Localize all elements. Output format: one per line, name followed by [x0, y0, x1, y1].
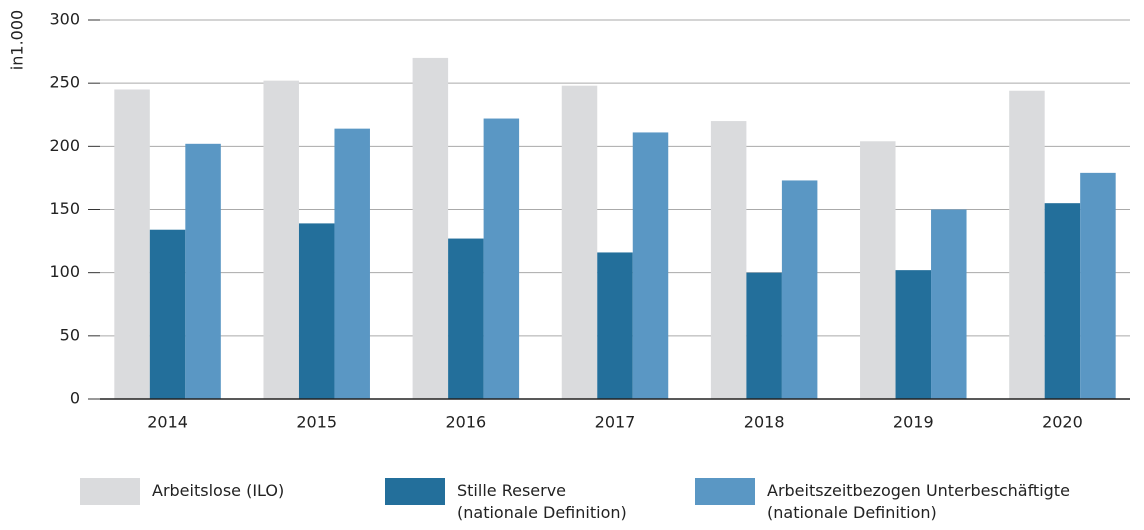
legend-item: Stille Reserve (nationale Definition): [385, 478, 627, 524]
bar: [1009, 90, 1045, 399]
bar: [298, 223, 335, 399]
bar: [781, 180, 818, 399]
bar: [895, 270, 932, 399]
bar: [1044, 203, 1081, 399]
y-tick-label: 150: [49, 199, 80, 218]
y-tick-label: 250: [49, 73, 80, 92]
x-tick-label: 2016: [445, 413, 486, 432]
bar: [561, 85, 598, 400]
legend-label: Arbeitslose (ILO): [152, 481, 285, 500]
legend-swatch: [695, 478, 755, 505]
bar: [632, 132, 669, 400]
y-tick-label: 200: [49, 136, 80, 155]
chart: in1.000 0 50 100 150 200 250 300 2014 2015 2016 20…: [8, 10, 1130, 432]
bar: [114, 89, 150, 399]
y-axis-label: in1.000: [8, 10, 27, 70]
x-tick-label: 2019: [893, 413, 934, 432]
legend-swatch: [80, 478, 140, 505]
bar: [185, 143, 221, 399]
legend-swatch: [385, 478, 445, 505]
y-tick-label: 50: [60, 325, 80, 344]
bar: [860, 141, 896, 399]
bar: [931, 209, 967, 399]
y-tick-label: 100: [49, 262, 80, 281]
x-tick-label: 2015: [296, 413, 337, 432]
x-tick-label: 2018: [744, 413, 785, 432]
bar: [149, 229, 186, 399]
bar: [263, 80, 299, 399]
bar: [710, 121, 747, 400]
legend-item: Arbeitszeitbezogen Unterbeschäftigte (na…: [695, 478, 1070, 524]
bar: [334, 128, 370, 399]
legend-item: Arbeitslose (ILO): [80, 478, 284, 505]
bar: [412, 57, 449, 400]
bar: [597, 252, 633, 399]
legend-label: Stille Reserve (nationale Definition): [457, 481, 627, 522]
legend-label: Arbeitszeitbezogen Unterbeschäftigte (na…: [767, 481, 1070, 522]
y-tick-label: 0: [70, 389, 80, 408]
x-tick-label: 2014: [147, 413, 188, 432]
bar: [1080, 172, 1116, 399]
bar: [746, 272, 782, 399]
x-tick-label: 2017: [595, 413, 636, 432]
y-tick-label: 300: [49, 10, 80, 29]
bar: [448, 238, 484, 399]
bar: [483, 118, 520, 399]
x-tick-label: 2020: [1042, 413, 1083, 432]
